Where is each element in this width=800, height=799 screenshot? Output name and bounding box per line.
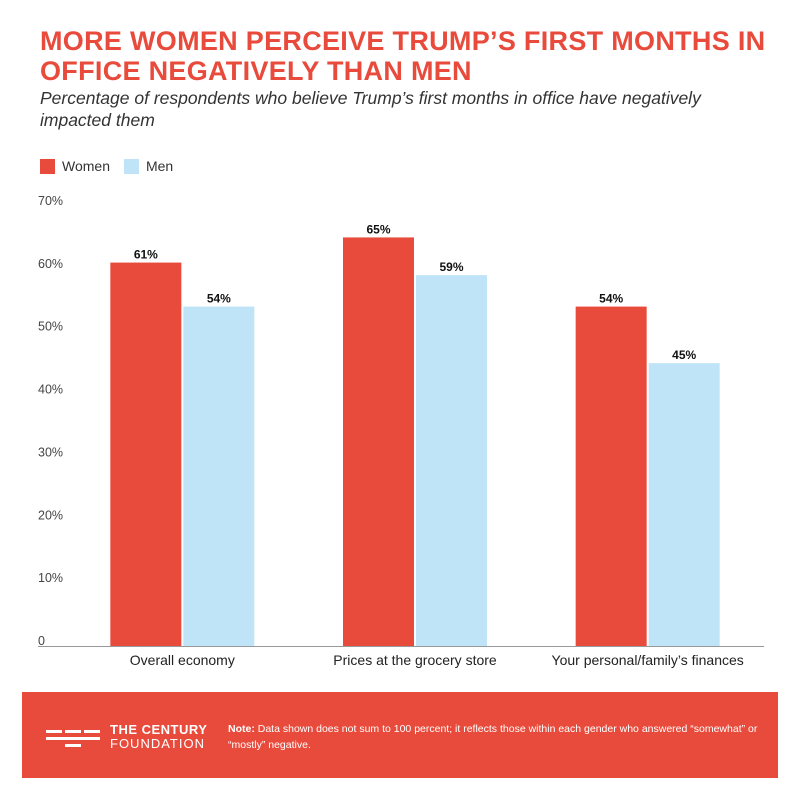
y-tick-label: 20% — [38, 508, 63, 522]
y-tick-label: 70% — [38, 194, 63, 208]
bar-women — [575, 306, 647, 646]
x-tick-label: Your personal/family’s finances — [552, 652, 744, 668]
century-foundation-logo: THE CENTURY FOUNDATION — [46, 723, 207, 751]
y-tick-label: 40% — [38, 383, 63, 397]
bar-women — [343, 237, 414, 646]
logo-mark-icon — [46, 726, 101, 748]
y-tick-label: 60% — [38, 257, 63, 271]
legend-item-men: Men — [123, 158, 174, 174]
note-text: Data shown does not sum to 100 percent; … — [228, 723, 758, 751]
bar-men — [648, 363, 720, 646]
data-label: 59% — [439, 260, 463, 274]
legend-item-women: Women — [40, 158, 110, 174]
data-label: 61% — [134, 248, 158, 262]
y-tick-label: 10% — [38, 571, 63, 585]
legend: Women Men — [40, 158, 187, 174]
legend-swatch-men — [123, 158, 139, 174]
y-tick-label: 30% — [38, 445, 63, 459]
note-label: Note: — [228, 723, 255, 735]
logo-line1: THE CENTURY — [110, 722, 208, 737]
chart-title: More women perceive Trump’s first months… — [40, 26, 766, 86]
chart-subtitle: Percentage of respondents who believe Tr… — [40, 88, 701, 130]
footer-note: Note: Data shown does not sum to 100 per… — [228, 721, 758, 753]
bar-women — [110, 262, 182, 646]
footer-banner: THE CENTURY FOUNDATION Note: Data shown … — [22, 692, 778, 778]
x-tick-label: Overall economy — [130, 652, 235, 668]
x-tick-label: Prices at the grocery store — [333, 652, 497, 668]
data-label: 45% — [672, 348, 696, 362]
data-label: 65% — [366, 222, 390, 236]
bar-men — [416, 275, 487, 646]
bar-chart: 0 10% 20% 30% 40% 50% 60% 70% 61% 54% Overall econ… — [38, 194, 764, 668]
legend-label-women: Women — [62, 158, 110, 174]
y-tick-label: 50% — [38, 320, 63, 334]
legend-label-men: Men — [145, 158, 174, 174]
data-label: 54% — [599, 292, 623, 306]
y-tick-label: 0 — [38, 634, 45, 648]
bar-men — [183, 306, 255, 646]
legend-swatch-women — [40, 158, 55, 174]
logo-line2: FOUNDATION — [110, 736, 205, 751]
data-label: 54% — [207, 292, 231, 306]
